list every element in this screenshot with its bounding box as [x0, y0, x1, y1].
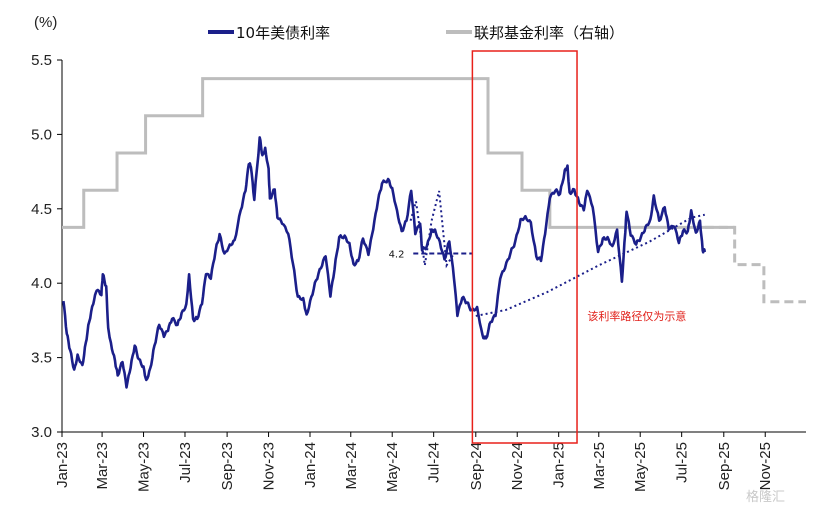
watermark: 格隆汇 — [746, 489, 785, 505]
fed-funds-line — [62, 77, 735, 229]
x-tick-label: Mar-24 — [343, 442, 360, 490]
x-tick-label: Sep-25 — [716, 442, 733, 490]
y-tick-label: 5.5 — [31, 52, 52, 69]
y-tick-label: 3.5 — [31, 350, 52, 367]
y-tick-label: 4.5 — [31, 201, 52, 218]
y-axis: 3.0 3.5 4.0 4.5 5.0 5.5 — [31, 52, 62, 441]
legend-label-fed: 联邦基金利率（右轴） — [474, 24, 624, 42]
fed-funds-layer — [62, 77, 806, 304]
fed-funds-projection — [704, 225, 806, 304]
x-tick-label: Nov-25 — [757, 442, 774, 490]
illustrative-rate-path — [409, 190, 455, 269]
x-axis: Jan-23 Mar-23 May-23 Jul-23 Sep-23 Nov-23 Jan-… — [54, 432, 774, 492]
value-label-4-2: 4.2 — [389, 249, 405, 260]
legend: 10年美债利率 联邦基金利率（右轴） — [208, 24, 624, 42]
highlight-box — [471, 50, 578, 444]
x-tick-label: Sep-23 — [219, 442, 236, 490]
x-tick-label: Mar-25 — [591, 442, 608, 490]
x-tick-label: Mar-23 — [94, 442, 111, 490]
illustrative-note: 该利率路径仅为示意 — [587, 309, 686, 323]
y-tick-label: 4.0 — [31, 275, 52, 292]
x-tick-label: Jul-23 — [177, 442, 194, 483]
illustrative-paths-layer — [409, 190, 705, 317]
x-tick-label: May-25 — [632, 442, 649, 492]
legend-label-treasury: 10年美债利率 — [236, 24, 330, 42]
y-axis-unit-label: (%) — [34, 14, 57, 31]
y-tick-label: 3.0 — [31, 424, 52, 441]
x-tick-label: Sep-24 — [468, 442, 485, 490]
x-tick-label: Jul-24 — [426, 442, 443, 483]
treasury-layer — [62, 136, 707, 389]
treasury-10y-line — [62, 136, 707, 389]
x-tick-label: Jul-25 — [674, 442, 691, 483]
highlight-rect — [471, 50, 578, 444]
x-tick-label: May-23 — [136, 442, 153, 492]
x-tick-label: Jan-23 — [54, 442, 71, 488]
x-tick-label: Nov-24 — [509, 442, 526, 490]
y-tick-label: 5.0 — [31, 126, 52, 143]
x-tick-label: May-24 — [384, 442, 401, 492]
x-tick-label: Jan-24 — [302, 442, 319, 488]
illustrative-rate-path — [475, 213, 705, 317]
x-tick-label: Jan-25 — [551, 442, 568, 488]
annotations: 4.2 该利率路径仅为示意 — [389, 249, 687, 322]
x-tick-label: Nov-23 — [261, 442, 278, 490]
